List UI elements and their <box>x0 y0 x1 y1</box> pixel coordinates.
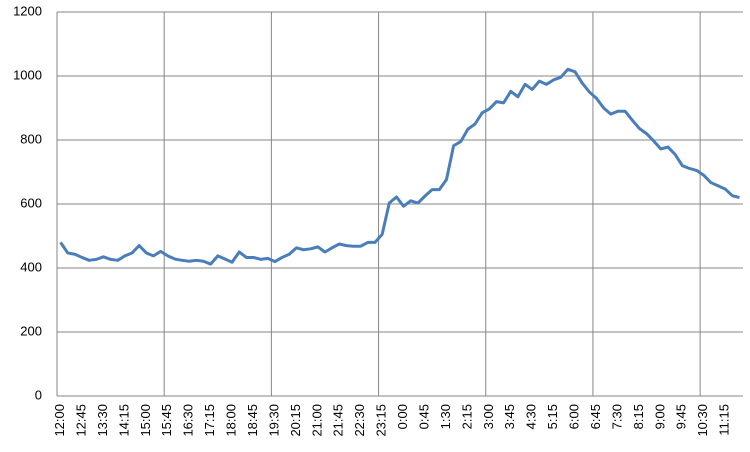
y-tick-label: 400 <box>20 259 42 274</box>
x-tick-label: 18:45 <box>245 404 260 437</box>
x-tick-label: 9:45 <box>674 404 689 429</box>
y-tick-label: 0 <box>35 387 42 402</box>
x-tick-label: 13:30 <box>95 404 110 437</box>
data-line <box>59 67 740 266</box>
x-tick-label: 5:15 <box>545 404 560 429</box>
x-tick-label: 23:15 <box>374 404 389 437</box>
x-tick-label: 6:00 <box>567 404 582 429</box>
x-tick-label: 12:00 <box>52 404 67 437</box>
x-tick-label: 17:15 <box>202 404 217 437</box>
x-tick-label: 0:45 <box>416 404 431 429</box>
y-tick-label: 1200 <box>13 3 42 18</box>
y-tick-label: 1000 <box>13 67 42 82</box>
x-tick-label: 19:30 <box>266 404 281 437</box>
x-tick-label: 9:00 <box>652 404 667 429</box>
x-tick-label: 18:00 <box>224 404 239 437</box>
y-tick-label: 200 <box>20 323 42 338</box>
x-tick-label: 11:15 <box>717 404 732 436</box>
x-tick-label: 16:30 <box>181 404 196 437</box>
x-tick-label: 6:45 <box>588 404 603 429</box>
x-tick-label: 7:30 <box>609 404 624 429</box>
x-tick-label: 12:45 <box>73 404 88 437</box>
y-tick-label: 600 <box>20 195 42 210</box>
y-tick-label: 800 <box>20 131 42 146</box>
x-tick-label: 10:30 <box>695 404 710 437</box>
x-tick-label: 14:15 <box>116 404 131 437</box>
x-tick-label: 3:45 <box>502 404 517 429</box>
x-tick-label: 4:30 <box>524 404 539 429</box>
x-tick-label: 0:00 <box>395 404 410 429</box>
x-tick-label: 3:00 <box>481 404 496 429</box>
x-tick-label: 21:45 <box>331 404 346 437</box>
x-tick-label: 15:00 <box>138 404 153 437</box>
x-tick-label: 15:45 <box>159 404 174 437</box>
x-tick-label: 1:30 <box>438 404 453 429</box>
x-tick-label: 21:00 <box>309 404 324 437</box>
x-tick-label: 2:15 <box>459 404 474 429</box>
x-tick-label: 20:15 <box>288 404 303 437</box>
x-tick-label: 22:30 <box>352 404 367 437</box>
x-tick-label: 8:15 <box>631 404 646 429</box>
